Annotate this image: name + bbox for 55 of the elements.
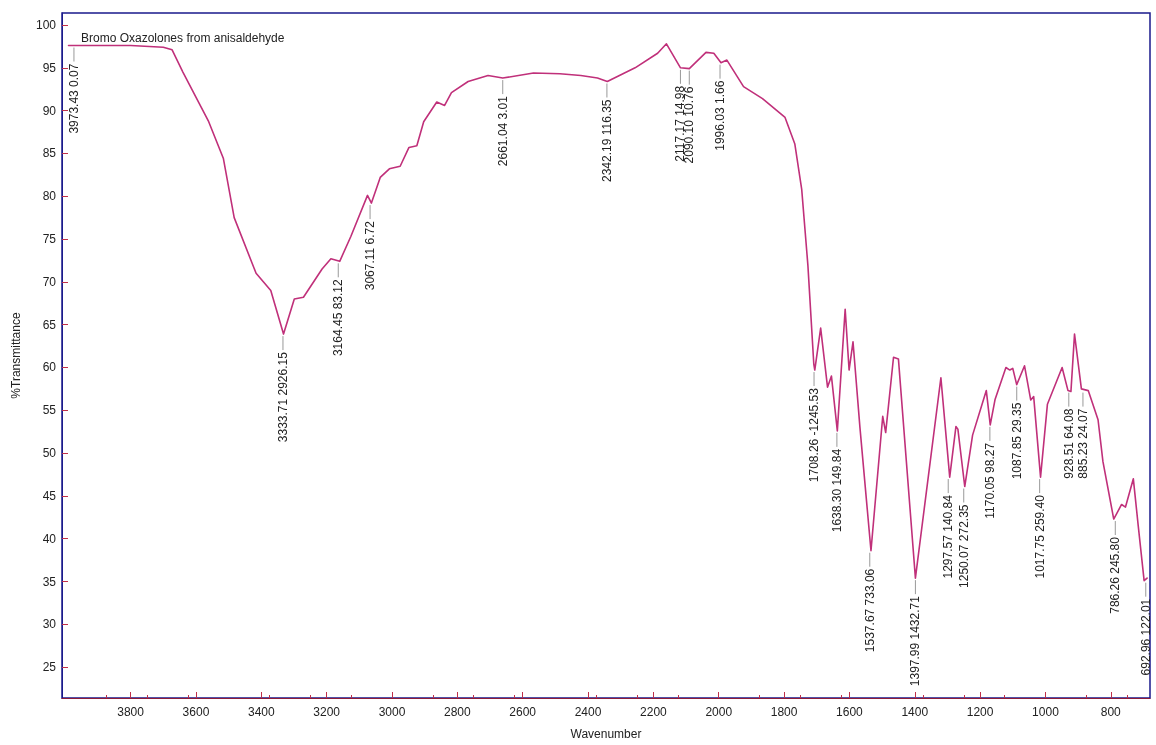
annotation: 928.51 64.08 — [1061, 408, 1076, 479]
y-tick-label: 55 — [42, 403, 57, 418]
x-tick-label: 2200 — [640, 705, 668, 719]
y-tick-label: 50 — [42, 446, 57, 461]
x-tick-label: 1200 — [966, 705, 994, 719]
y-tick-label: 70 — [42, 274, 57, 289]
annotation: 1996.03 1.66 — [713, 80, 728, 151]
x-tick-label: 2800 — [443, 705, 472, 719]
annotation: 2661.04 3.01 — [495, 95, 510, 167]
y-tick-label: 35 — [42, 574, 57, 589]
annotation: 1087.85 29.35 — [1009, 402, 1024, 480]
x-axis-title: Wavenumber — [570, 727, 642, 741]
annotation: 1250.07 272.35 — [956, 504, 971, 588]
x-tick-label: 1800 — [770, 705, 798, 719]
x-tick-label: 1600 — [836, 705, 864, 719]
annotation: 1708.26 -1245.53 — [807, 387, 822, 483]
y-tick-label: 85 — [42, 146, 57, 161]
annotation: 786.26 245.80 — [1108, 536, 1123, 614]
text: Bromo Oxazolones from anisaldehyde — [81, 31, 285, 45]
x-tick-label: 3400 — [247, 705, 275, 719]
y-tick-label: 90 — [42, 103, 57, 118]
y-tick-label: 65 — [42, 317, 57, 332]
y-tick-label: 95 — [42, 60, 57, 75]
annotation: 1297.57 140.84 — [941, 494, 956, 579]
x-tick-label: 3000 — [378, 705, 406, 719]
y-tick-label: 25 — [42, 660, 57, 675]
y-tick-label: 40 — [42, 531, 57, 546]
y-tick-label: 75 — [42, 232, 57, 247]
annotation: 1537.67 733.06 — [862, 568, 877, 653]
y-tick-label: 30 — [42, 617, 57, 632]
x-tick-label: 3600 — [182, 705, 210, 719]
x-tick-label: 1400 — [901, 705, 929, 719]
x-tick-label: 2000 — [705, 705, 733, 719]
annotation: 2342.19 116.35 — [599, 99, 614, 183]
annotation: 692.96 122.01 — [1138, 598, 1153, 676]
y-axis-title: %Transmittance — [9, 312, 23, 399]
y-tick-label: 80 — [42, 189, 57, 204]
y-tick-label: 100 — [35, 17, 57, 32]
annotation: 3973.43 0.07 — [66, 63, 81, 134]
x-tick-label: 3800 — [117, 705, 145, 719]
annotation: 3067.11 6.72 — [363, 220, 378, 291]
annotation: 1397.99 1432.71 — [908, 595, 923, 687]
y-tick-label: 45 — [42, 488, 57, 503]
x-tick-label: 1000 — [1032, 705, 1060, 719]
annotation: 1638.30 149.84 — [829, 448, 844, 533]
x-tick-label: 800 — [1100, 705, 1122, 719]
annotation: 3164.45 83.12 — [331, 279, 346, 357]
x-tick-label: 3200 — [313, 705, 341, 719]
annotation: 1170.05 98.27 — [982, 442, 997, 519]
x-tick-label: 2400 — [574, 705, 602, 719]
x-tick-label: 2600 — [509, 705, 537, 719]
annotation: 885.23 24.07 — [1075, 408, 1090, 479]
annotation: 3333.71 2926.15 — [275, 351, 290, 443]
annotation: 1017.75 259.40 — [1032, 494, 1047, 579]
y-tick-label: 60 — [42, 360, 57, 375]
